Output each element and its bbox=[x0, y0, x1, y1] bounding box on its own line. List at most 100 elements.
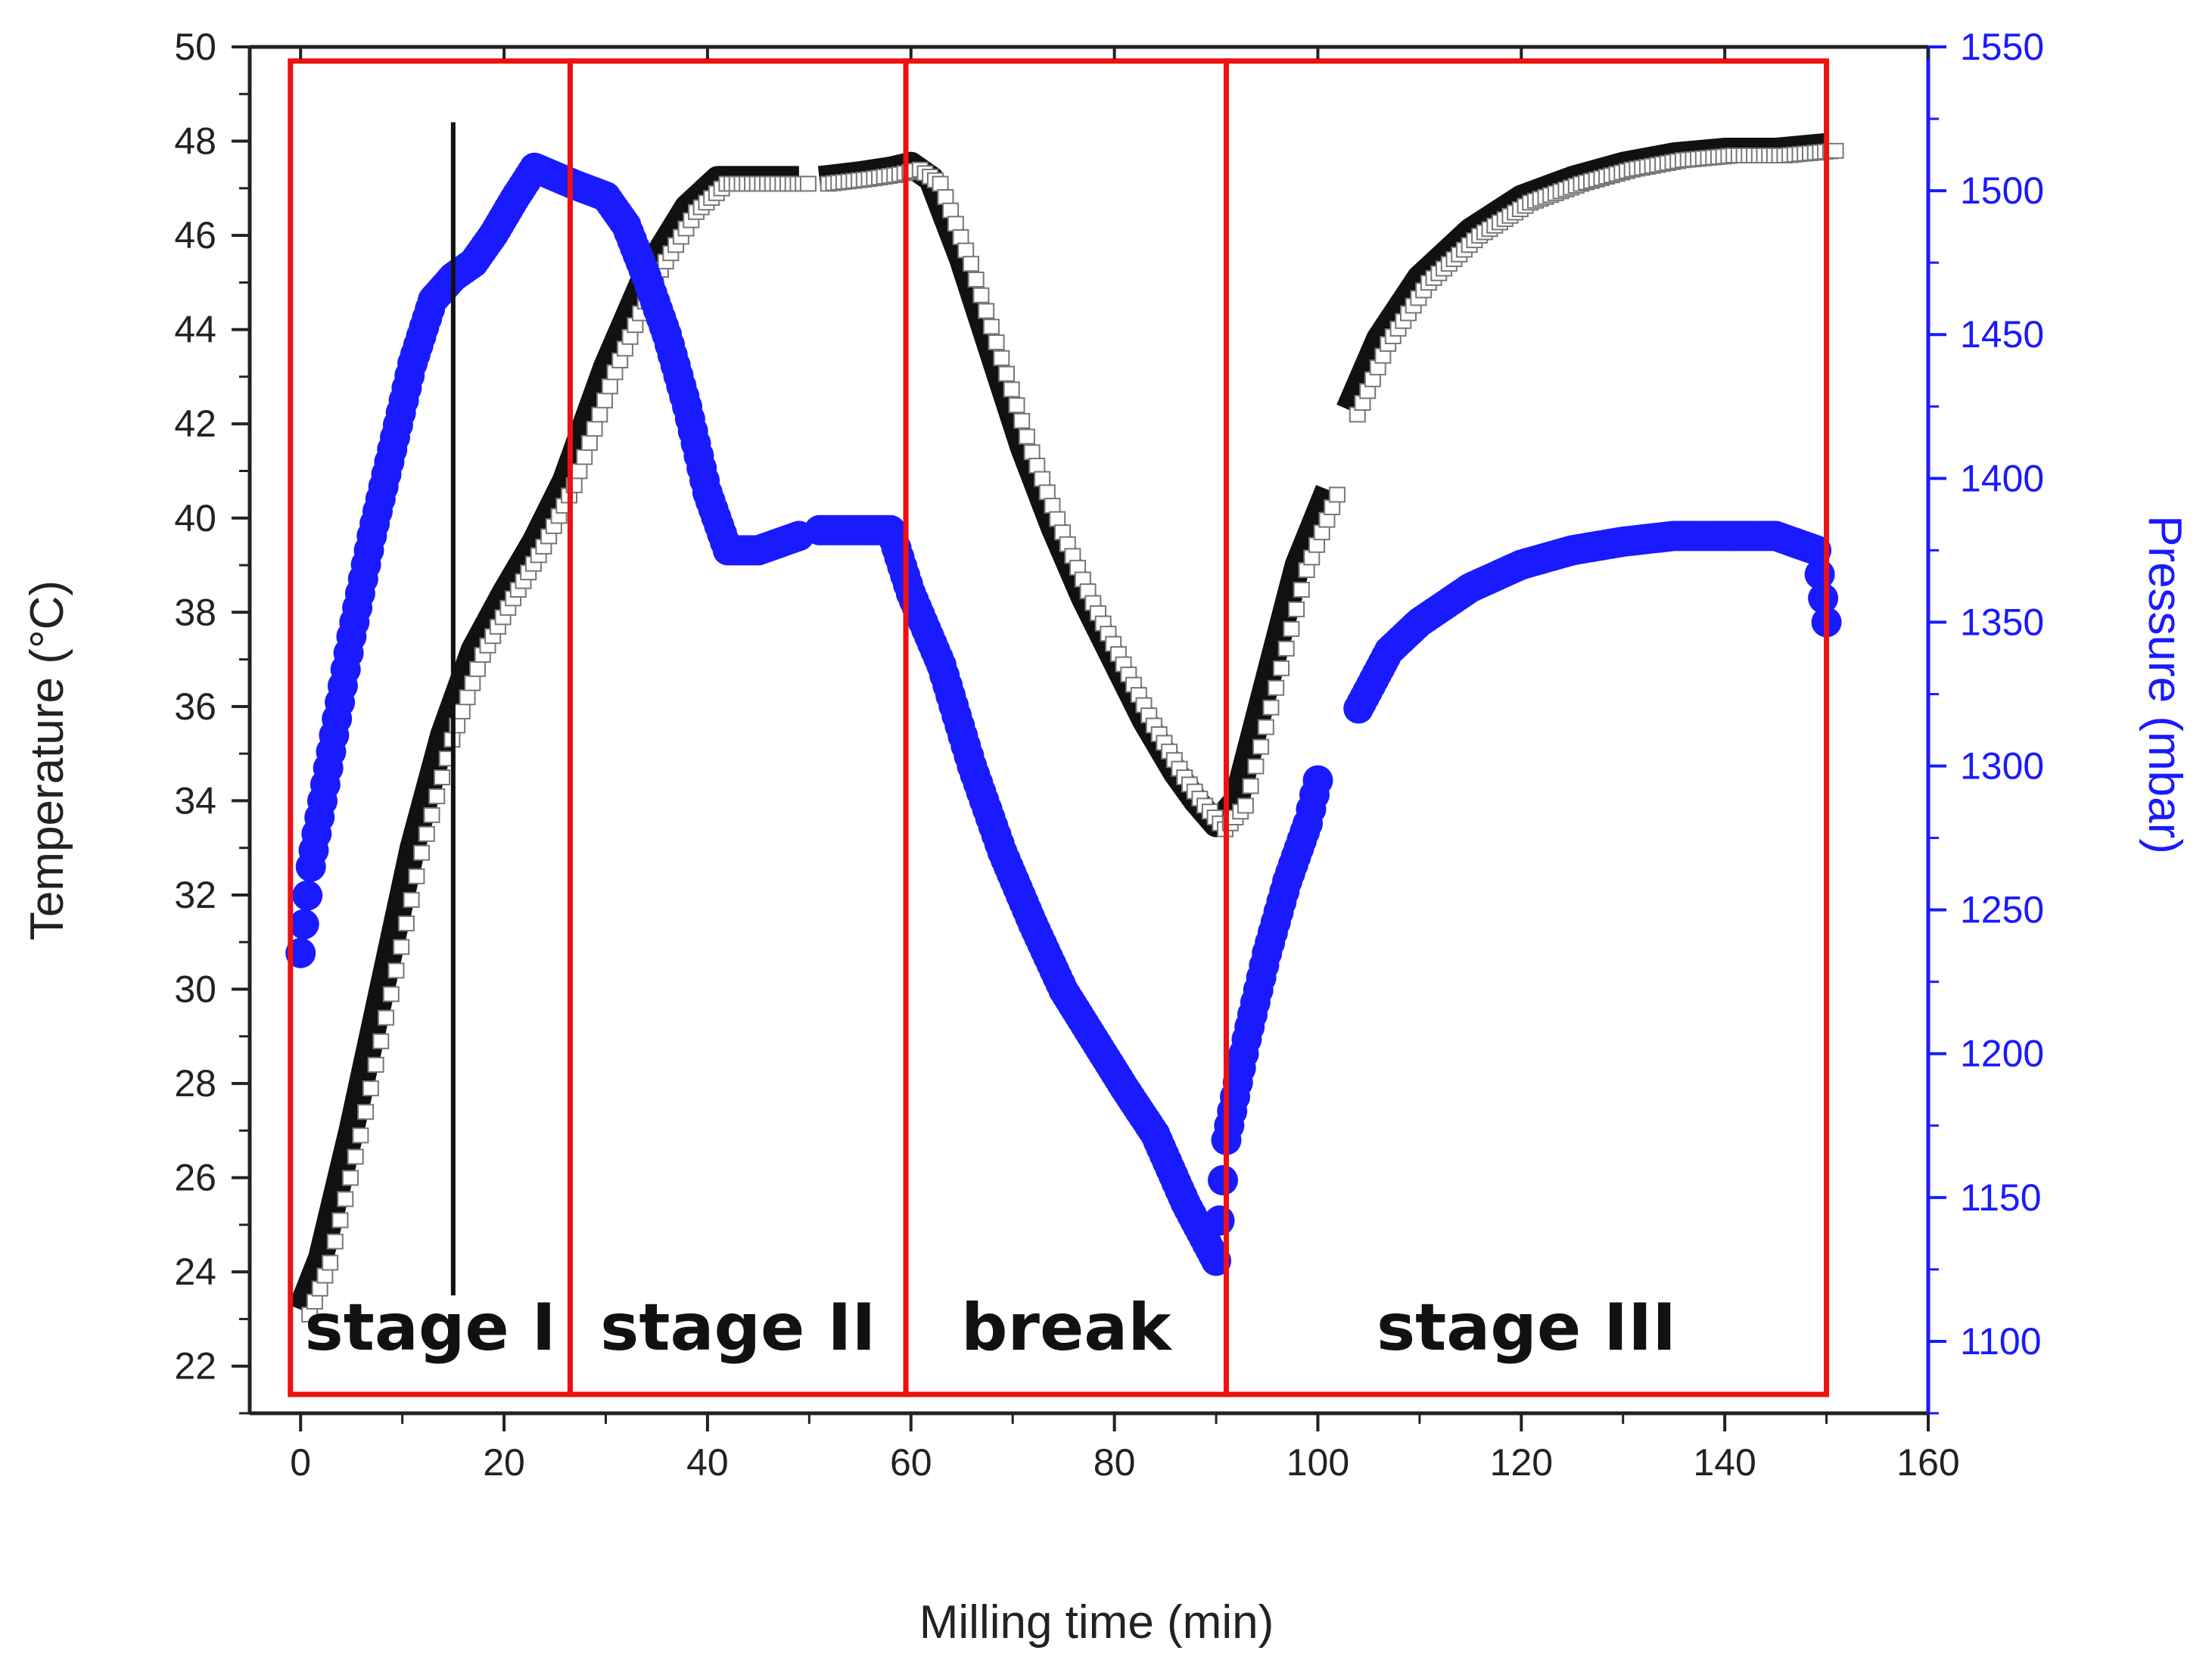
stage-label-1: stage II bbox=[600, 1290, 876, 1366]
pressure-point-1-164 bbox=[1302, 765, 1333, 796]
stage-box-3 bbox=[1223, 58, 1830, 1397]
temperature-point-0-24 bbox=[423, 806, 440, 823]
y-right-tick-label-6: 1400 bbox=[1960, 457, 2044, 499]
stage-label-3: stage III bbox=[1377, 1290, 1676, 1366]
stage-box-1 bbox=[567, 58, 909, 1397]
pressure-point-0-1 bbox=[288, 909, 319, 940]
temperature-point-0-30 bbox=[453, 703, 471, 719]
temperature-point-1-40 bbox=[1023, 444, 1041, 461]
temperature-point-1-35 bbox=[998, 365, 1015, 382]
temperature-point-0-33 bbox=[469, 660, 486, 677]
temperature-point-0-17 bbox=[387, 962, 405, 979]
temperature-point-1-31 bbox=[978, 303, 995, 319]
temperature-point-0-59 bbox=[601, 378, 618, 395]
temperature-series-band-0 bbox=[288, 166, 799, 1315]
y-left-tick-label-2: 26 bbox=[174, 1157, 216, 1199]
temperature-point-0-31 bbox=[459, 689, 476, 706]
temperature-point-1-90 bbox=[1277, 640, 1295, 657]
y-right-tick-label-8: 1500 bbox=[1960, 169, 2044, 212]
temperature-point-0-8 bbox=[342, 1170, 359, 1186]
y-right-tick-label-0: 1100 bbox=[1960, 1320, 2042, 1363]
temperature-point-1-24 bbox=[942, 202, 960, 219]
y-axis-left-title: Temperature (°C) bbox=[21, 580, 73, 940]
temperature-point-0-26 bbox=[434, 769, 450, 785]
y-left-tick-label-13: 48 bbox=[174, 120, 216, 163]
temperature-point-1-29 bbox=[967, 272, 985, 287]
temperature-point-0-54 bbox=[576, 449, 593, 465]
stage-boxes: stage I stage II break stage III bbox=[288, 58, 1830, 1397]
temperature-point-1-89 bbox=[1273, 660, 1290, 676]
temperature-point-1-41 bbox=[1028, 458, 1046, 474]
temperature-point-1-26 bbox=[952, 229, 969, 245]
temperature-point-0-53 bbox=[571, 463, 588, 480]
y-left-tick-label-1: 24 bbox=[174, 1251, 216, 1293]
temperature-point-1-42 bbox=[1034, 471, 1051, 487]
temperature-point-0-10 bbox=[352, 1127, 369, 1144]
y-left-tick-label-9: 40 bbox=[174, 497, 216, 539]
y-left-tick-label-0: 22 bbox=[174, 1345, 216, 1388]
y-left-tick-label-4: 30 bbox=[174, 968, 216, 1011]
temperature-point-1-28 bbox=[963, 256, 979, 272]
temperature-point-1-36 bbox=[1003, 381, 1020, 398]
temperature-point-0-55 bbox=[580, 434, 598, 451]
temperature-point-0-19 bbox=[397, 915, 415, 932]
temperature-point-1-32 bbox=[982, 319, 1000, 335]
y-right-tick-label-2: 1200 bbox=[1960, 1033, 2044, 1075]
temperature-series-band-1 bbox=[817, 151, 1340, 838]
y-left-tick-label-14: 50 bbox=[174, 26, 216, 68]
temperature-point-0-12 bbox=[362, 1080, 379, 1097]
stage-label-0: stage I bbox=[305, 1290, 556, 1366]
y-right-tick-label-4: 1300 bbox=[1960, 745, 2044, 788]
temperature-point-1-45 bbox=[1049, 511, 1066, 527]
x-tick-label-5: 100 bbox=[1286, 1441, 1349, 1484]
y-right-tick-label-5: 1350 bbox=[1960, 601, 2044, 643]
x-tick-label-4: 80 bbox=[1094, 1441, 1136, 1484]
temperature-point-1-39 bbox=[1018, 428, 1035, 445]
temperature-point-0-56 bbox=[586, 421, 603, 437]
y-axis-right-title: Pressure (mbar) bbox=[2139, 515, 2191, 854]
y-left-tick-label-8: 38 bbox=[174, 591, 216, 633]
series-layer bbox=[285, 132, 1844, 1322]
temperature-point-1-38 bbox=[1013, 412, 1031, 429]
temperature-point-0-57 bbox=[591, 406, 608, 423]
temperature-point-1-82 bbox=[1237, 797, 1254, 814]
temperature-point-1-92 bbox=[1288, 601, 1305, 617]
y-left-tick-label-3: 28 bbox=[174, 1062, 216, 1105]
y-left-tick-label-5: 32 bbox=[174, 874, 216, 916]
pressure-point-1-131 bbox=[1204, 1205, 1235, 1236]
temperature-point-1-91 bbox=[1283, 620, 1300, 637]
y-left-tick-label-7: 36 bbox=[174, 685, 216, 728]
temperature-point-0-16 bbox=[382, 986, 400, 1002]
temperature-point-0-18 bbox=[393, 939, 410, 956]
temperature-point-0-32 bbox=[464, 675, 481, 691]
temperature-point-1-22 bbox=[932, 176, 949, 192]
temperature-point-1-34 bbox=[993, 350, 1010, 366]
temperature-point-1-43 bbox=[1038, 484, 1056, 501]
stage-label-2: break bbox=[961, 1290, 1172, 1366]
y-left-tick-label-6: 34 bbox=[174, 779, 216, 822]
temperature-point-1-23 bbox=[937, 189, 954, 205]
y-left-tick-label-11: 44 bbox=[174, 309, 216, 351]
temperature-point-1-83 bbox=[1242, 778, 1259, 794]
pressure-point-2-154 bbox=[1808, 583, 1839, 614]
temperature-point-0-58 bbox=[596, 392, 613, 409]
y-right-tick-label-7: 1450 bbox=[1960, 313, 2044, 356]
temperature-point-1-93 bbox=[1293, 582, 1310, 598]
temperature-point-0-22 bbox=[413, 844, 431, 861]
temperature-point-1-87 bbox=[1262, 699, 1280, 716]
x-tick-label-7: 140 bbox=[1693, 1441, 1756, 1484]
temperature-point-0-98 bbox=[799, 176, 817, 192]
axes-layer bbox=[232, 45, 1946, 1431]
y-left-tick-label-10: 42 bbox=[174, 402, 216, 445]
temperature-point-1-88 bbox=[1268, 679, 1285, 696]
temperature-point-2-94 bbox=[1827, 142, 1844, 159]
pressure-point-0-2 bbox=[292, 880, 323, 911]
tick-labels: 0 20 40 60 80 100 120 140 160 22 24 26 28 30 32 34 36 38 4… bbox=[174, 26, 2044, 1484]
temperature-point-1-100 bbox=[1328, 486, 1346, 503]
temperature-point-0-21 bbox=[408, 868, 425, 884]
temperature-point-0-20 bbox=[403, 892, 420, 908]
temperature-point-1-27 bbox=[957, 242, 975, 259]
x-tick-label-6: 120 bbox=[1490, 1441, 1553, 1484]
temperature-point-0-4 bbox=[322, 1254, 339, 1271]
x-tick-label-8: 160 bbox=[1896, 1441, 1959, 1484]
